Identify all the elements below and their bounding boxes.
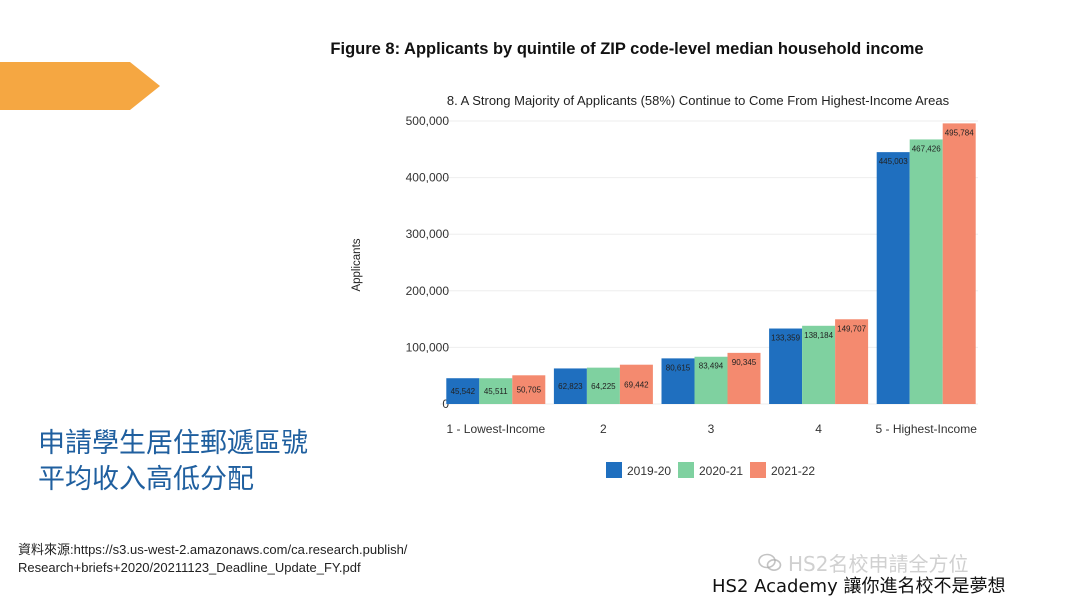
source-line-1: 資料來源:https://s3.us-west-2.amazonaws.com/… [18, 542, 408, 557]
bar [727, 352, 761, 404]
bar [835, 319, 869, 404]
watermark: HS2名校申請全方位 [758, 548, 968, 577]
bar [619, 364, 653, 404]
source-citation: 資料來源:https://s3.us-west-2.amazonaws.com/… [18, 541, 407, 577]
data-label: 45,511 [484, 387, 508, 396]
data-label: 80,615 [666, 363, 691, 372]
y-tick-label: 0 [442, 397, 449, 411]
slide-overlay-title: 申請學生居住郵遞區號 平均收入高低分配 [38, 426, 308, 498]
legend-swatch [606, 462, 622, 478]
data-label: 133,359 [771, 334, 800, 343]
y-tick-label: 500,000 [406, 114, 450, 128]
watermark-text: HS2名校申請全方位 [788, 552, 969, 576]
data-label: 62,823 [558, 382, 583, 391]
chart-title: 8. A Strong Majority of Applicants (58%)… [447, 93, 950, 108]
data-label: 495,784 [945, 128, 974, 137]
x-tick-label: 3 [708, 422, 715, 436]
y-axis-label: Applicants [351, 238, 363, 291]
bar [802, 325, 836, 404]
bar [446, 378, 480, 404]
x-tick-label: 5 - Highest-Income [876, 422, 978, 436]
legend-label: 2021-22 [771, 464, 815, 478]
legend-label: 2019-20 [627, 464, 671, 478]
data-label: 138,184 [804, 331, 833, 340]
decorative-arrow-icon [0, 62, 160, 110]
bar [942, 123, 976, 404]
data-label: 50,705 [517, 386, 542, 395]
x-tick-label: 4 [815, 422, 822, 436]
data-label: 83,494 [699, 362, 724, 371]
y-tick-label: 100,000 [406, 340, 450, 354]
wechat-icon [758, 553, 782, 571]
data-label: 467,426 [912, 144, 941, 153]
legend-swatch [678, 462, 694, 478]
data-label: 445,003 [879, 157, 908, 166]
data-label: 149,707 [837, 324, 866, 333]
bar [512, 375, 546, 404]
source-line-2: Research+briefs+2020/20211123_Deadline_U… [18, 560, 361, 575]
data-label: 69,442 [624, 380, 649, 389]
y-tick-label: 200,000 [406, 284, 450, 298]
bar [479, 378, 513, 404]
overlay-title-line-2: 平均收入高低分配 [38, 464, 254, 495]
data-label: 64,225 [591, 382, 616, 391]
bar [909, 139, 943, 404]
bar [694, 356, 728, 404]
figure-title: Figure 8: Applicants by quintile of ZIP … [330, 40, 924, 58]
data-label: 90,345 [732, 358, 757, 367]
x-tick-label: 2 [600, 422, 607, 436]
y-tick-label: 300,000 [406, 227, 450, 241]
bar [661, 358, 695, 404]
overlay-title-line-1: 申請學生居住郵遞區號 [38, 428, 308, 459]
x-tick-label: 1 - Lowest-Income [446, 422, 545, 436]
legend-swatch [750, 462, 766, 478]
bar [876, 152, 910, 404]
bar [769, 328, 803, 404]
academy-tagline: HS2 Academy 讓你進名校不是夢想 [712, 576, 1006, 597]
data-label: 45,542 [451, 387, 476, 396]
bar [553, 368, 587, 404]
legend-label: 2020-21 [699, 464, 743, 478]
bar [586, 367, 620, 404]
y-tick-label: 400,000 [406, 171, 450, 185]
